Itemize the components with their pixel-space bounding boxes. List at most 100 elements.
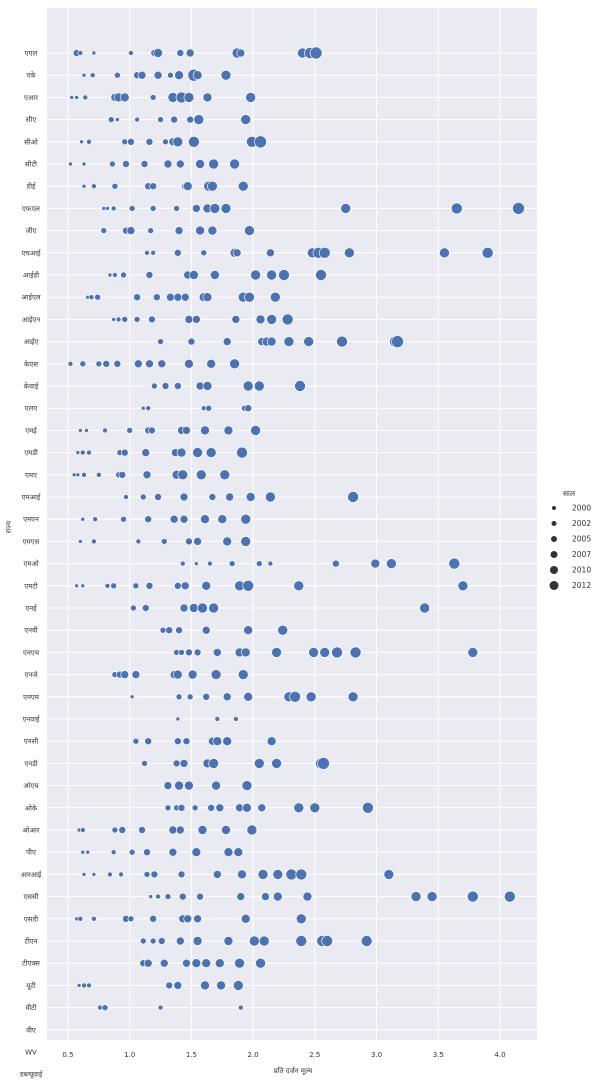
data-point (91, 50, 97, 56)
data-point (176, 447, 187, 458)
data-point (193, 648, 202, 657)
data-point (141, 448, 151, 457)
data-point (253, 380, 265, 392)
data-point (101, 206, 107, 211)
data-point (143, 958, 153, 968)
data-point (309, 46, 323, 60)
data-point (80, 583, 86, 589)
data-point (244, 225, 255, 236)
data-point (91, 538, 97, 545)
data-point (207, 803, 215, 812)
data-point (200, 514, 210, 525)
data-point (318, 247, 331, 259)
data-point (145, 581, 154, 590)
data-point (221, 825, 231, 835)
data-point (95, 360, 103, 368)
data-point (111, 182, 119, 190)
data-point (81, 72, 87, 78)
data-point (285, 868, 298, 881)
data-point (179, 514, 189, 524)
data-point (229, 358, 240, 370)
y-tick-label: टीएन (24, 937, 37, 946)
data-point (165, 626, 173, 635)
data-point (283, 336, 295, 347)
data-point (205, 404, 212, 412)
data-point (308, 647, 319, 658)
data-point (223, 847, 234, 858)
data-point (302, 891, 313, 902)
data-point (222, 736, 233, 747)
data-point (68, 161, 73, 167)
data-point (240, 114, 252, 125)
data-point (210, 270, 220, 280)
data-point (86, 982, 92, 989)
data-point (272, 869, 284, 880)
data-point (319, 647, 331, 658)
data-point (207, 180, 218, 192)
data-point (107, 871, 113, 878)
grid (47, 8, 537, 1075)
data-point (120, 448, 129, 457)
data-point (266, 736, 277, 747)
data-point (240, 913, 251, 924)
data-point (149, 182, 157, 190)
legend-marker (552, 506, 556, 510)
data-point (223, 936, 234, 946)
data-point (81, 872, 87, 877)
y-tick-label: एमई (25, 426, 38, 435)
data-point (162, 138, 169, 146)
data-point (75, 450, 81, 455)
y-tick-label: सीए (26, 115, 37, 124)
data-point (110, 849, 117, 856)
y-tick-label: वीए (26, 1025, 36, 1034)
y-tick-label: टीएक्स (22, 959, 40, 968)
y-tick-label: एलए (25, 405, 38, 413)
data-point (196, 892, 204, 901)
data-point (192, 204, 201, 213)
data-point (237, 669, 249, 680)
data-point (266, 336, 277, 347)
data-point (88, 294, 95, 301)
data-point (200, 249, 208, 257)
data-point (105, 206, 110, 211)
data-point (133, 293, 141, 302)
data-point (191, 847, 202, 858)
data-point (149, 205, 157, 212)
data-point (176, 49, 185, 57)
data-point (245, 92, 256, 103)
data-point (78, 539, 83, 544)
data-point (255, 957, 266, 969)
data-point (118, 826, 127, 834)
data-point (439, 247, 450, 259)
data-point (74, 95, 79, 100)
data-point (157, 1004, 164, 1011)
data-point (123, 494, 129, 500)
data-point (243, 625, 253, 636)
y-tick-label: एचआई (22, 248, 42, 257)
data-point (149, 937, 157, 945)
data-point (174, 249, 182, 257)
y-tick-label: एनएच (23, 649, 40, 657)
data-point (185, 48, 195, 58)
data-point (244, 291, 255, 303)
data-point (183, 92, 195, 103)
data-point (195, 225, 205, 236)
data-point (147, 227, 154, 234)
data-point (74, 583, 79, 589)
data-point (86, 139, 92, 145)
data-point (293, 580, 305, 592)
data-point (157, 116, 164, 123)
data-point (217, 514, 228, 525)
data-point (112, 272, 118, 278)
data-point (240, 513, 252, 525)
data-point (76, 983, 82, 988)
data-point (127, 138, 135, 146)
data-point (202, 692, 211, 701)
data-point (175, 159, 185, 169)
data-point (80, 516, 86, 522)
data-point (175, 716, 181, 722)
data-point (236, 48, 246, 58)
data-point (78, 428, 83, 433)
y-tick-label: एनवाई (23, 715, 41, 724)
